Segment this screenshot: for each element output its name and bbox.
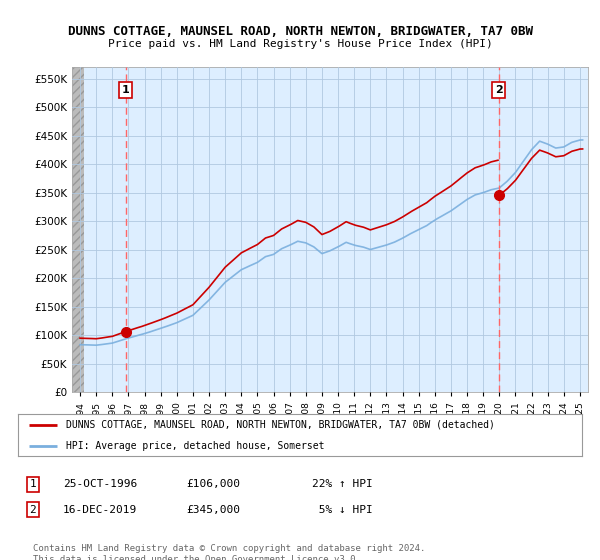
- Text: DUNNS COTTAGE, MAUNSEL ROAD, NORTH NEWTON, BRIDGWATER, TA7 0BW (detached): DUNNS COTTAGE, MAUNSEL ROAD, NORTH NEWTO…: [66, 420, 495, 430]
- Text: 22% ↑ HPI: 22% ↑ HPI: [312, 479, 373, 489]
- Text: DUNNS COTTAGE, MAUNSEL ROAD, NORTH NEWTON, BRIDGWATER, TA7 0BW: DUNNS COTTAGE, MAUNSEL ROAD, NORTH NEWTO…: [67, 25, 533, 38]
- Text: 2: 2: [29, 505, 37, 515]
- Text: HPI: Average price, detached house, Somerset: HPI: Average price, detached house, Some…: [66, 441, 325, 451]
- Text: 2: 2: [495, 85, 503, 95]
- Text: Contains HM Land Registry data © Crown copyright and database right 2024.
This d: Contains HM Land Registry data © Crown c…: [33, 544, 425, 560]
- Text: 1: 1: [29, 479, 37, 489]
- Text: 5% ↓ HPI: 5% ↓ HPI: [312, 505, 373, 515]
- Text: Price paid vs. HM Land Registry's House Price Index (HPI): Price paid vs. HM Land Registry's House …: [107, 39, 493, 49]
- Text: £345,000: £345,000: [186, 505, 240, 515]
- Text: 25-OCT-1996: 25-OCT-1996: [63, 479, 137, 489]
- Text: £106,000: £106,000: [186, 479, 240, 489]
- Text: 16-DEC-2019: 16-DEC-2019: [63, 505, 137, 515]
- Bar: [72, 67, 84, 392]
- Text: 1: 1: [122, 85, 130, 95]
